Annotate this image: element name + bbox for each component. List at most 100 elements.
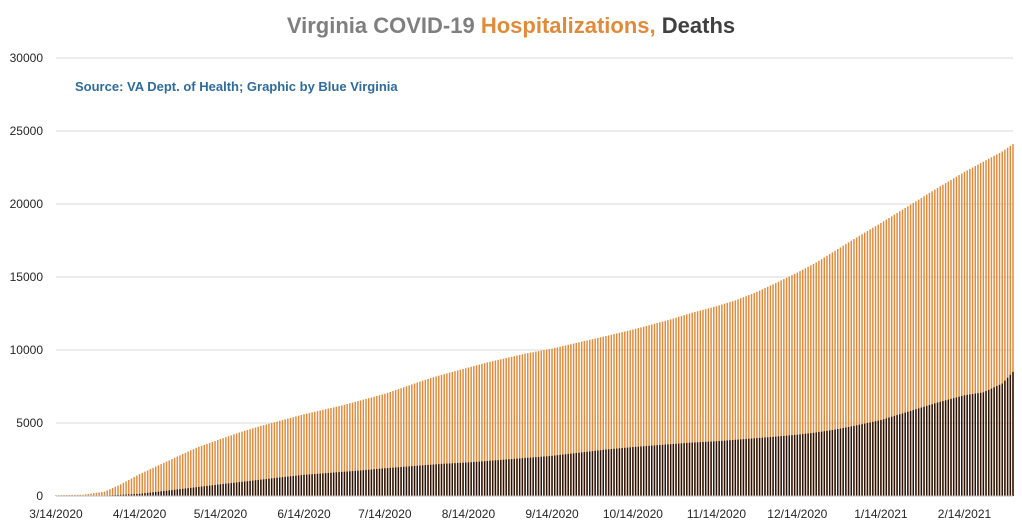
hospitalization-bar [181, 454, 184, 496]
hospitalization-bar [241, 431, 243, 496]
hospitalization-bar [381, 394, 383, 496]
death-bar [952, 398, 955, 496]
hospitalization-bar [766, 286, 769, 496]
death-bar [659, 445, 661, 496]
death-bar [801, 434, 804, 496]
hospitalization-bar [198, 446, 200, 496]
death-bar [915, 409, 917, 496]
hospitalization-bar [203, 444, 206, 496]
death-bar [605, 449, 607, 496]
x-tick-label-5-14-2020: 5/14/2020 [194, 507, 248, 521]
death-bar [783, 435, 785, 496]
death-bar [826, 430, 828, 496]
death-bar [718, 441, 720, 496]
y-tick-label-10000: 10000 [10, 343, 44, 357]
hospitalization-bar [518, 354, 521, 496]
x-tick-label-1-14-2021: 1/14/2021 [854, 507, 908, 521]
hospitalization-bar [527, 353, 529, 496]
y-tick-label-20000: 20000 [10, 197, 44, 211]
death-bar [721, 440, 723, 496]
hospitalization-bar [880, 222, 882, 497]
hospitalization-bar [400, 388, 402, 496]
hospitalization-bar [944, 183, 947, 496]
hospitalization-bar [885, 219, 888, 496]
hospitalization-bar [934, 189, 936, 497]
hospitalization-bar [869, 229, 871, 496]
hospitalization-bar [928, 192, 931, 496]
death-bar [381, 468, 383, 496]
death-bar [435, 464, 437, 496]
death-bar [858, 424, 861, 496]
hospitalization-bar [707, 308, 710, 496]
death-bar [521, 458, 524, 496]
death-bar [241, 481, 243, 496]
hospitalization-bar [677, 316, 680, 496]
death-bar [899, 414, 901, 496]
hospitalization-bar [128, 479, 130, 496]
hospitalization-bar [847, 242, 850, 496]
death-bar [578, 452, 580, 496]
hospitalization-bar [699, 310, 702, 496]
death-bar [303, 474, 305, 496]
death-bar [411, 466, 413, 496]
death-bar [624, 447, 626, 496]
death-bar [753, 438, 755, 496]
death-bar [316, 473, 319, 496]
death-bar [532, 457, 534, 496]
death-bar [168, 490, 170, 496]
death-bar [448, 463, 451, 496]
death-bar [828, 430, 831, 496]
hospitalization-bar [500, 359, 502, 496]
hospitalization-bar [624, 331, 626, 496]
hospitalization-bar [273, 422, 276, 496]
death-bar [834, 429, 836, 496]
death-bar [769, 437, 772, 496]
death-bar [880, 420, 882, 496]
hospitalization-bar [265, 424, 268, 496]
hospitalization-bar [599, 337, 602, 496]
hospitalization-bar [853, 239, 855, 497]
death-bar [424, 465, 427, 496]
hospitalization-bar [820, 259, 823, 496]
hospitalization-bar [791, 275, 793, 496]
hospitalization-bar [753, 293, 755, 496]
hospitalization-bar [912, 202, 914, 496]
hospitalization-bar [758, 290, 761, 496]
death-bar [799, 434, 801, 496]
hospitalization-bar [537, 351, 540, 496]
y-axis-tick-labels: 0 5000 10000 15000 20000 25000 30000 [10, 51, 44, 503]
death-bar [872, 421, 874, 496]
hospitalization-bar [146, 470, 149, 496]
hospitalization-bar [713, 306, 715, 496]
death-bar [378, 468, 381, 496]
hospitalization-bar [376, 395, 378, 496]
hospitalization-bar [775, 283, 777, 496]
hospitalization-bar [858, 235, 861, 496]
hospitalization-bar [739, 298, 742, 496]
hospitalization-bar [890, 216, 893, 496]
hospitalization-bar [222, 438, 224, 496]
hospitalization-bar [818, 260, 820, 496]
hospitalization-bar [252, 428, 254, 496]
hospitalization-bar [111, 487, 114, 496]
death-bar [500, 459, 502, 496]
hospitalization-bar [529, 352, 532, 496]
death-bar [489, 460, 491, 496]
hospitalization-bar [389, 391, 392, 496]
hospitalization-bar [669, 319, 672, 496]
death-bar [804, 433, 807, 496]
death-bar [691, 442, 693, 496]
death-bar [281, 477, 284, 496]
hospitalization-bar [812, 263, 815, 496]
hospitalization-bar [71, 494, 73, 496]
death-bar [745, 438, 747, 496]
hospitalization-bar [114, 486, 117, 496]
hospitalization-bar [481, 363, 483, 496]
hospitalization-bar [510, 356, 513, 496]
death-bar [268, 478, 270, 496]
hospitalization-bar [839, 247, 842, 496]
death-bar [993, 387, 995, 496]
hospitalization-bar [567, 344, 569, 496]
death-bar [1004, 380, 1006, 496]
hospitalization-bar [915, 201, 917, 497]
